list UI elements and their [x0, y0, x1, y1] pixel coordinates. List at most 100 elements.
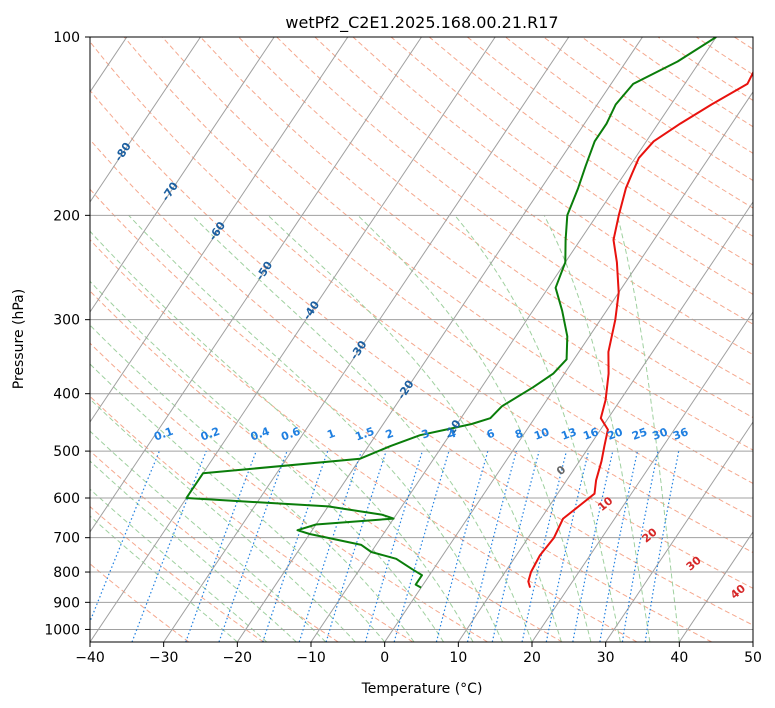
isotherm-line — [236, 37, 643, 642]
isotherm-line — [531, 311, 753, 642]
mixing-ratio-label: 25 — [630, 425, 649, 442]
dry-adiabats — [90, 37, 753, 642]
isotherm-line — [678, 531, 753, 642]
dry-adiabat — [123, 37, 753, 519]
isotherm-line — [752, 641, 753, 642]
mixing-ratio-label: 8 — [513, 427, 525, 442]
moist-adiabat — [191, 214, 533, 642]
pressure-gridlines — [90, 37, 753, 630]
dry-adiabat — [619, 37, 753, 128]
x-tick-label: −30 — [149, 650, 179, 666]
mixing-ratio-label: 20 — [606, 425, 625, 443]
dewpoint-line — [185, 37, 717, 589]
isotherms — [90, 37, 753, 642]
mixing-ratio-label: 3 — [420, 427, 432, 442]
dry-adiabat — [90, 290, 563, 642]
moist-adiabat — [90, 430, 327, 642]
dry-adiabat — [695, 37, 753, 76]
dry-adiabat — [90, 41, 753, 554]
dry-adiabat — [276, 37, 753, 387]
mixing-ratio-line — [435, 450, 489, 642]
mixing-ratio-label: 0.1 — [152, 425, 175, 444]
mixing-ratio-label: 16 — [582, 425, 601, 443]
mixing-ratio-line — [599, 450, 639, 642]
mixing-ratio-label: 10 — [532, 425, 551, 443]
mixing-ratio-line — [262, 450, 329, 642]
y-tick-label: 400 — [53, 387, 80, 403]
mixing-ratio-line — [393, 450, 450, 642]
mixing-ratio-line — [466, 450, 517, 642]
dry-adiabat — [161, 37, 753, 484]
moist-adiabat — [357, 214, 592, 642]
moist-adiabat — [90, 515, 238, 642]
moist-adiabat — [454, 214, 621, 642]
mixing-ratio-line — [545, 450, 590, 642]
isotherm-label: -80 — [112, 140, 134, 164]
dry-adiabat — [238, 37, 753, 419]
x-tick-label: −40 — [75, 650, 105, 666]
isotherm-label: -100 — [16, 57, 42, 87]
dry-adiabat — [90, 342, 488, 642]
plot-frame — [89, 36, 754, 643]
x-tick-label: 20 — [523, 650, 541, 666]
x-tick-label: −10 — [296, 650, 326, 666]
moist-adiabat — [128, 214, 503, 642]
y-tick-label: 800 — [53, 565, 80, 581]
dry-adiabat — [90, 89, 753, 589]
mixing-ratio-line — [131, 450, 207, 642]
mixing-ratio-label: 0.4 — [249, 425, 272, 444]
isotherm-line — [457, 201, 753, 642]
y-tick-label: 600 — [53, 491, 80, 507]
isotherm-label: -20 — [395, 378, 417, 402]
moist-adiabat — [616, 215, 680, 642]
x-tick-label: 30 — [597, 650, 615, 666]
isotherm-line — [90, 37, 349, 423]
isotherm-label: -50 — [253, 259, 275, 283]
x-tick-label: 40 — [670, 650, 688, 666]
mixing-ratio-line — [521, 450, 567, 642]
moist-adiabats — [90, 214, 680, 642]
y-tick-label: 1000 — [44, 622, 80, 638]
moist-adiabat — [90, 363, 386, 642]
isotherm-label: -40 — [300, 298, 322, 322]
moist-adiabat-label: 10 — [595, 494, 615, 514]
dry-adiabat — [90, 239, 638, 642]
isotherm-line — [605, 421, 753, 642]
mixing-ratio-line — [185, 450, 257, 642]
dry-adiabat — [90, 188, 712, 642]
mixing-ratio-label: 30 — [651, 425, 670, 443]
mixing-ratio-line — [491, 450, 540, 642]
mixing-ratio-label: 13 — [559, 425, 578, 442]
moist-adiabat — [90, 230, 474, 642]
isotherm-line — [90, 37, 496, 642]
isotherm-label: -90 — [65, 100, 87, 124]
y-tick-label: 100 — [53, 30, 80, 46]
moist-adiabat — [90, 488, 268, 642]
moist-adiabat — [267, 214, 562, 642]
chart-title: wetPf2_C2E1.2025.168.00.21.R17 — [285, 13, 558, 33]
isotherm-label: -60 — [206, 219, 228, 243]
mixing-ratio-label: 0.2 — [199, 425, 222, 444]
temperature-line — [527, 70, 753, 588]
mixing-ratio-label: 36 — [671, 425, 690, 443]
mixing-ratio-line — [325, 450, 387, 642]
dry-adiabat — [352, 37, 753, 325]
mixing-ratio-line — [364, 450, 423, 642]
isotherm-line — [310, 37, 717, 642]
dry-adiabat — [390, 37, 753, 295]
mixing-ratio-label: 6 — [485, 427, 497, 442]
isotherm-line — [384, 91, 753, 642]
isotherm-label: -70 — [159, 179, 181, 203]
mixing-ratio-label: 4 — [446, 427, 458, 442]
moist-adiabat — [90, 398, 356, 642]
moist-adiabat-label: 30 — [684, 553, 704, 573]
y-tick-label: 200 — [53, 208, 80, 224]
moist-adiabat — [90, 460, 297, 642]
x-tick-label: 0 — [380, 650, 389, 666]
x-tick-label: 10 — [449, 650, 467, 666]
isotherm-line — [90, 37, 201, 203]
y-tick-label: 700 — [53, 531, 80, 547]
y-tick-label: 500 — [53, 444, 80, 460]
x-tick-label: −20 — [223, 650, 253, 666]
